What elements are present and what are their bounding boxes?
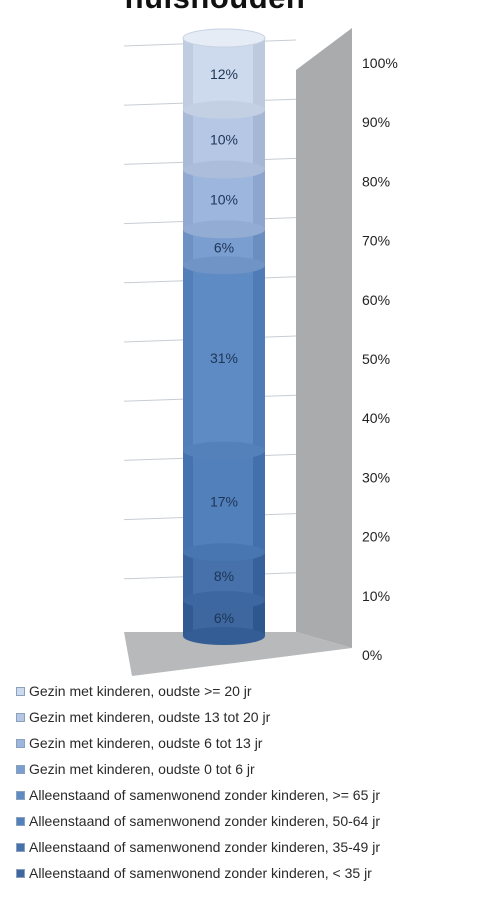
data-label: 17% <box>210 493 238 509</box>
y-tick-label: 50% <box>362 351 390 367</box>
bar-shade-right <box>253 109 265 170</box>
y-tick-label: 20% <box>362 529 390 545</box>
bar-segment <box>183 450 265 553</box>
bar-bottom-cap <box>183 591 265 610</box>
legend-swatch <box>16 816 25 826</box>
bar-bottom-cap <box>183 543 265 562</box>
data-label: 6% <box>214 239 234 255</box>
legend-item: Alleenstaand of samenwonend zonder kinde… <box>16 782 486 808</box>
bar-top-cap <box>182 28 266 48</box>
bar-bottom-cap <box>183 256 265 275</box>
bar-shade-left <box>183 229 193 266</box>
legend-label: Alleenstaand of samenwonend zonder kinde… <box>29 813 381 829</box>
bar-bottom-cap <box>183 160 265 179</box>
legend-label: Alleenstaand of samenwonend zonder kinde… <box>29 839 381 855</box>
bar-shade-left <box>183 38 193 110</box>
bar-bottom-cap <box>183 220 265 239</box>
legend-label: Alleenstaand of samenwonend zonder kinde… <box>29 865 372 881</box>
bar-bottom-cap <box>183 627 265 645</box>
y-tick-label: 40% <box>362 410 390 426</box>
bar-shade-right <box>253 450 265 553</box>
legend-item: Gezin met kinderen, oudste 6 tot 13 jr <box>16 730 486 756</box>
legend-label: Gezin met kinderen, oudste 6 tot 13 jr <box>29 735 263 751</box>
chart-svg: 0% 10% 20% 30% 40% 50% 60% 70% 80% 90% 100% 6% 8% 17%… <box>123 28 398 676</box>
legend-item: Gezin met kinderen, oudste 0 tot 6 jr <box>16 756 486 782</box>
legend-swatch <box>16 764 25 774</box>
bar-shade-right <box>253 600 265 636</box>
legend-item: Gezin met kinderen, oudste 13 tot 20 jr <box>16 704 486 730</box>
bar-shade-left <box>183 450 193 553</box>
bar-shade-right <box>253 229 265 266</box>
y-tick-label: 10% <box>362 588 390 604</box>
bar-shade-right <box>253 169 265 230</box>
data-label: 10% <box>210 191 238 207</box>
y-tick-label: 70% <box>362 233 390 249</box>
bar-segment <box>183 109 265 170</box>
legend-swatch <box>16 738 25 748</box>
bar-bottom-cap <box>183 100 265 119</box>
bar-shade-right <box>253 38 265 110</box>
legend-swatch <box>16 712 25 722</box>
bar-bottom-cap <box>183 441 265 460</box>
y-tick-label: 80% <box>362 173 390 189</box>
bar-shade-left <box>183 109 193 170</box>
legend-label: Gezin met kinderen, oudste 0 tot 6 jr <box>29 761 255 777</box>
legend-item: Alleenstaand of samenwonend zonder kinde… <box>16 834 486 860</box>
chart-area: huishouden 0% 10% 20% 30% 40% 50% 60% 70% 80% 90%… <box>80 0 398 676</box>
data-label: 12% <box>210 66 238 82</box>
bar-shade-left <box>183 552 193 601</box>
bar-segment <box>183 169 265 230</box>
data-label: 6% <box>214 610 234 626</box>
legend-item: Gezin met kinderen, oudste >= 20 jr <box>16 678 486 704</box>
bar-shade-right <box>253 265 265 451</box>
legend-item: Alleenstaand of samenwonend zonder kinde… <box>16 860 486 886</box>
data-label: 10% <box>210 132 238 148</box>
chart-legend: Gezin met kinderen, oudste >= 20 jr Gezin… <box>16 678 486 886</box>
legend-label: Gezin met kinderen, oudste 13 tot 20 jr <box>29 709 271 725</box>
bar-shade-left <box>183 169 193 230</box>
y-tick-label: 100% <box>362 55 398 71</box>
y-tick-label: 90% <box>362 114 390 130</box>
floor <box>124 632 352 676</box>
side-wall <box>296 28 352 648</box>
chart-title: huishouden <box>80 0 350 16</box>
legend-swatch <box>16 790 25 800</box>
data-label: 31% <box>210 350 238 366</box>
bar-shade-right <box>253 552 265 601</box>
legend-label: Alleenstaand of samenwonend zonder kinde… <box>29 787 381 803</box>
legend-item: Alleenstaand of samenwonend zonder kinde… <box>16 808 486 834</box>
bar-segment <box>183 265 265 451</box>
bar-shade-left <box>183 600 193 636</box>
y-tick-label: 30% <box>362 469 390 485</box>
legend-label: Gezin met kinderen, oudste >= 20 jr <box>29 683 252 699</box>
y-tick-label: 0% <box>362 647 382 663</box>
bar-shade-left <box>183 265 193 451</box>
legend-swatch <box>16 686 25 696</box>
legend-swatch <box>16 868 25 878</box>
data-label: 8% <box>214 568 234 584</box>
y-tick-label: 60% <box>362 292 390 308</box>
legend-swatch <box>16 842 25 852</box>
bar-segment <box>183 38 265 110</box>
